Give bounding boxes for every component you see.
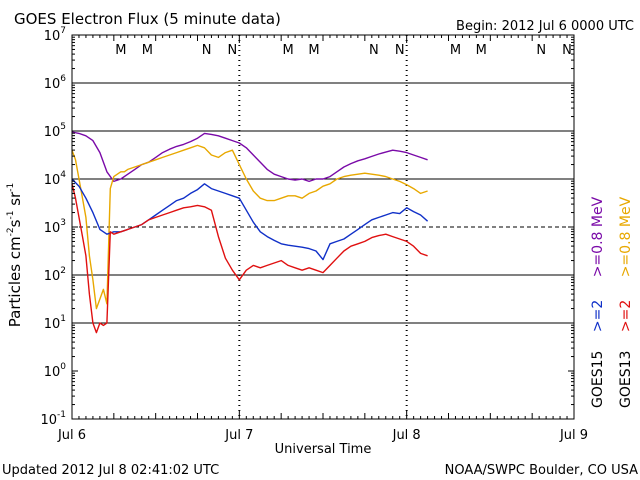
marker-m: M xyxy=(142,43,153,58)
marker-n: N xyxy=(202,43,212,58)
legend: GOES15 >=2 >=0.8 MeV GOES13 >=2 >=0.8 Me… xyxy=(590,196,634,408)
marker-m: M xyxy=(308,43,319,58)
source-credit: NOAA/SWPC Boulder, CO USA xyxy=(445,463,638,478)
updated-timestamp: Updated 2012 Jul 8 02:41:02 UTC xyxy=(2,463,219,478)
legend-row-goes13: GOES13 >=2 >=0.8 MeV xyxy=(618,196,634,408)
series-lines xyxy=(71,131,429,334)
svg-text:GOES15 >=2 >=0: GOES15 >=2 >=0.8 MeV xyxy=(590,196,606,408)
x-tick-label: Jul 7 xyxy=(224,428,253,443)
x-tick-label: Jul 8 xyxy=(392,428,421,443)
series-orange xyxy=(71,144,428,310)
legend-goes13: GOES13 xyxy=(618,351,634,408)
grid-lines xyxy=(72,35,574,419)
y-tick-label: 104 xyxy=(44,170,67,188)
legend-goes15: GOES15 xyxy=(590,351,606,408)
y-tick-label: 105 xyxy=(44,122,66,140)
svg-text:GOES13 >=2 >=0: GOES13 >=2 >=0.8 MeV xyxy=(618,196,634,408)
series-blue xyxy=(71,178,429,261)
y-tick-label: 101 xyxy=(44,314,66,332)
x-tick-label: Jul 6 xyxy=(57,428,86,443)
marker-n: N xyxy=(369,43,379,58)
marker-m: M xyxy=(450,43,461,58)
marker-n: N xyxy=(536,43,546,58)
marker-m: M xyxy=(283,43,294,58)
begin-time: Begin: 2012 Jul 6 0000 UTC xyxy=(456,19,634,34)
marker-m: M xyxy=(476,43,487,58)
x-axis-label: Universal Time xyxy=(275,442,372,457)
series-purple xyxy=(71,131,428,183)
y-tick-label: 102 xyxy=(44,266,66,284)
legend-orange: >=0.8 MeV xyxy=(618,196,634,277)
legend-red: >=2 xyxy=(618,300,634,332)
marker-m: M xyxy=(115,43,126,58)
marker-n: N xyxy=(395,43,405,58)
plot-frame xyxy=(71,34,575,420)
marker-n: N xyxy=(227,43,237,58)
y-tick-label: 106 xyxy=(44,74,67,92)
y-tick-label: 10-1 xyxy=(40,410,66,428)
y-tick-label: 103 xyxy=(44,218,66,236)
y-tick-label: 107 xyxy=(44,26,66,44)
y-tick-label: 100 xyxy=(44,362,67,380)
x-tick-label: Jul 9 xyxy=(559,428,588,443)
legend-purple: >=0.8 MeV xyxy=(590,196,606,277)
legend-row-goes15: GOES15 >=2 >=0.8 MeV xyxy=(590,196,606,408)
marker-n: N xyxy=(562,43,572,58)
svg-text:Particles cm-2s-1 sr-1: Particles cm-2s-1 sr-1 xyxy=(6,183,24,327)
series-red xyxy=(71,183,428,334)
chart-title: GOES Electron Flux (5 minute data) xyxy=(14,10,281,28)
legend-blue: >=2 xyxy=(590,300,606,332)
y-axis-label: Particles cm-2s-1 sr-1 xyxy=(6,183,24,327)
